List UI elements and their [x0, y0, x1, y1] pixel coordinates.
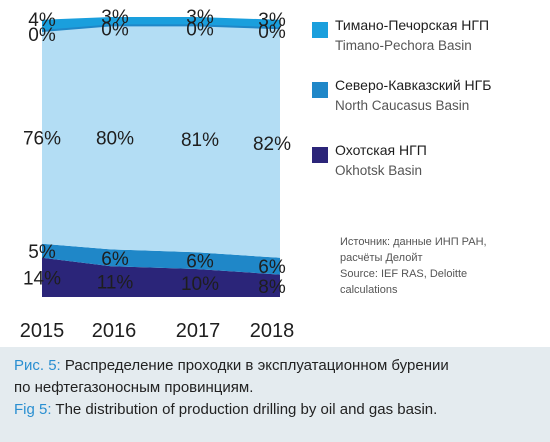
area-series-4	[42, 17, 280, 31]
caption-ru: Рис. 5: Распределение проходки в эксплуа…	[14, 355, 538, 399]
area-series-1	[42, 243, 280, 275]
caption-en-text: The distribution of production drilling …	[51, 401, 438, 418]
caption-en-prefix: Fig 5:	[14, 401, 52, 418]
legend-label-north-caucasus-en: North Caucasus Basin	[335, 98, 470, 113]
data-label-s2-2015: 76%	[23, 128, 61, 149]
x-tick-label-2018: 2018	[250, 320, 295, 342]
data-label-s4-2015: 4%	[28, 10, 56, 31]
data-label-s2-2018: 82%	[253, 134, 291, 155]
data-label-s1-2017: 6%	[186, 252, 214, 273]
source-line-3: Source: IEF RAS, Deloitte	[340, 268, 468, 280]
data-label-s3-2015: 0%	[28, 25, 56, 46]
legend-label-timano-pechora-ru: Тимано-Печорская НГП	[335, 17, 490, 33]
source-line-2: расчёты Делойт	[340, 252, 423, 264]
caption-ru-prefix: Рис. 5:	[14, 357, 61, 374]
x-tick-label-2015: 2015	[20, 320, 65, 342]
stacked-area-chart: 14% 11% 10% 8%5% 6% 6% 6%76% 80% 81% 82%0% 0% 0% 0%4…	[20, 7, 295, 342]
line-series-3	[41, 24, 281, 32]
data-label-s4-2018: 3%	[258, 10, 286, 31]
legend-swatch-north-caucasus	[312, 82, 328, 98]
caption-ru-line2: по нефтегазоносным провинциям.	[14, 379, 254, 396]
data-label-s2-2017: 81%	[181, 130, 219, 151]
source-line-1: Источник: данные ИНП РАН,	[340, 236, 487, 248]
legend-label-north-caucasus-ru: Северо-Кавказский НГБ	[335, 77, 492, 93]
x-tick-label-2017: 2017	[176, 320, 221, 342]
data-label-s1-2018: 6%	[258, 257, 286, 278]
data-label-s4-2017: 3%	[186, 7, 214, 28]
data-label-s4-2016: 3%	[101, 7, 129, 28]
legend-swatch-timano-pechora	[312, 22, 328, 38]
legend-label-okhotsk-ru: Охотская НГП	[335, 142, 427, 158]
caption-ru-line1: Распределение проходки в эксплуатационно…	[60, 357, 449, 374]
area-series-2	[42, 25, 280, 258]
x-tick-label-2016: 2016	[92, 320, 137, 342]
source-line-4: calculations	[340, 284, 398, 296]
figure-caption: Рис. 5: Распределение проходки в эксплуа…	[0, 347, 550, 442]
data-label-s0-2016: 11%	[97, 273, 134, 294]
data-label-s1-2015: 5%	[28, 242, 56, 263]
legend-label-timano-pechora-en: Timano-Pechora Basin	[335, 38, 472, 53]
data-label-s0-2018: 8%	[258, 277, 286, 298]
data-label-s3-2016: 0%	[101, 19, 129, 40]
legend-swatch-okhotsk	[312, 147, 328, 163]
area-series-0	[42, 257, 280, 297]
data-label-s2-2016: 80%	[96, 128, 134, 149]
data-label-s3-2017: 0%	[186, 19, 214, 40]
data-label-s1-2016: 6%	[101, 249, 129, 270]
legend-label-okhotsk-en: Okhotsk Basin	[335, 163, 423, 178]
source-note: Источник: данные ИНП РАН, расчёты Делойт…	[340, 234, 540, 298]
data-label-s0-2017: 10%	[181, 274, 219, 295]
data-label-s3-2018: 0%	[258, 22, 286, 43]
data-label-s0-2015: 14%	[23, 268, 61, 289]
caption-en: Fig 5: The distribution of production dr…	[14, 399, 538, 421]
